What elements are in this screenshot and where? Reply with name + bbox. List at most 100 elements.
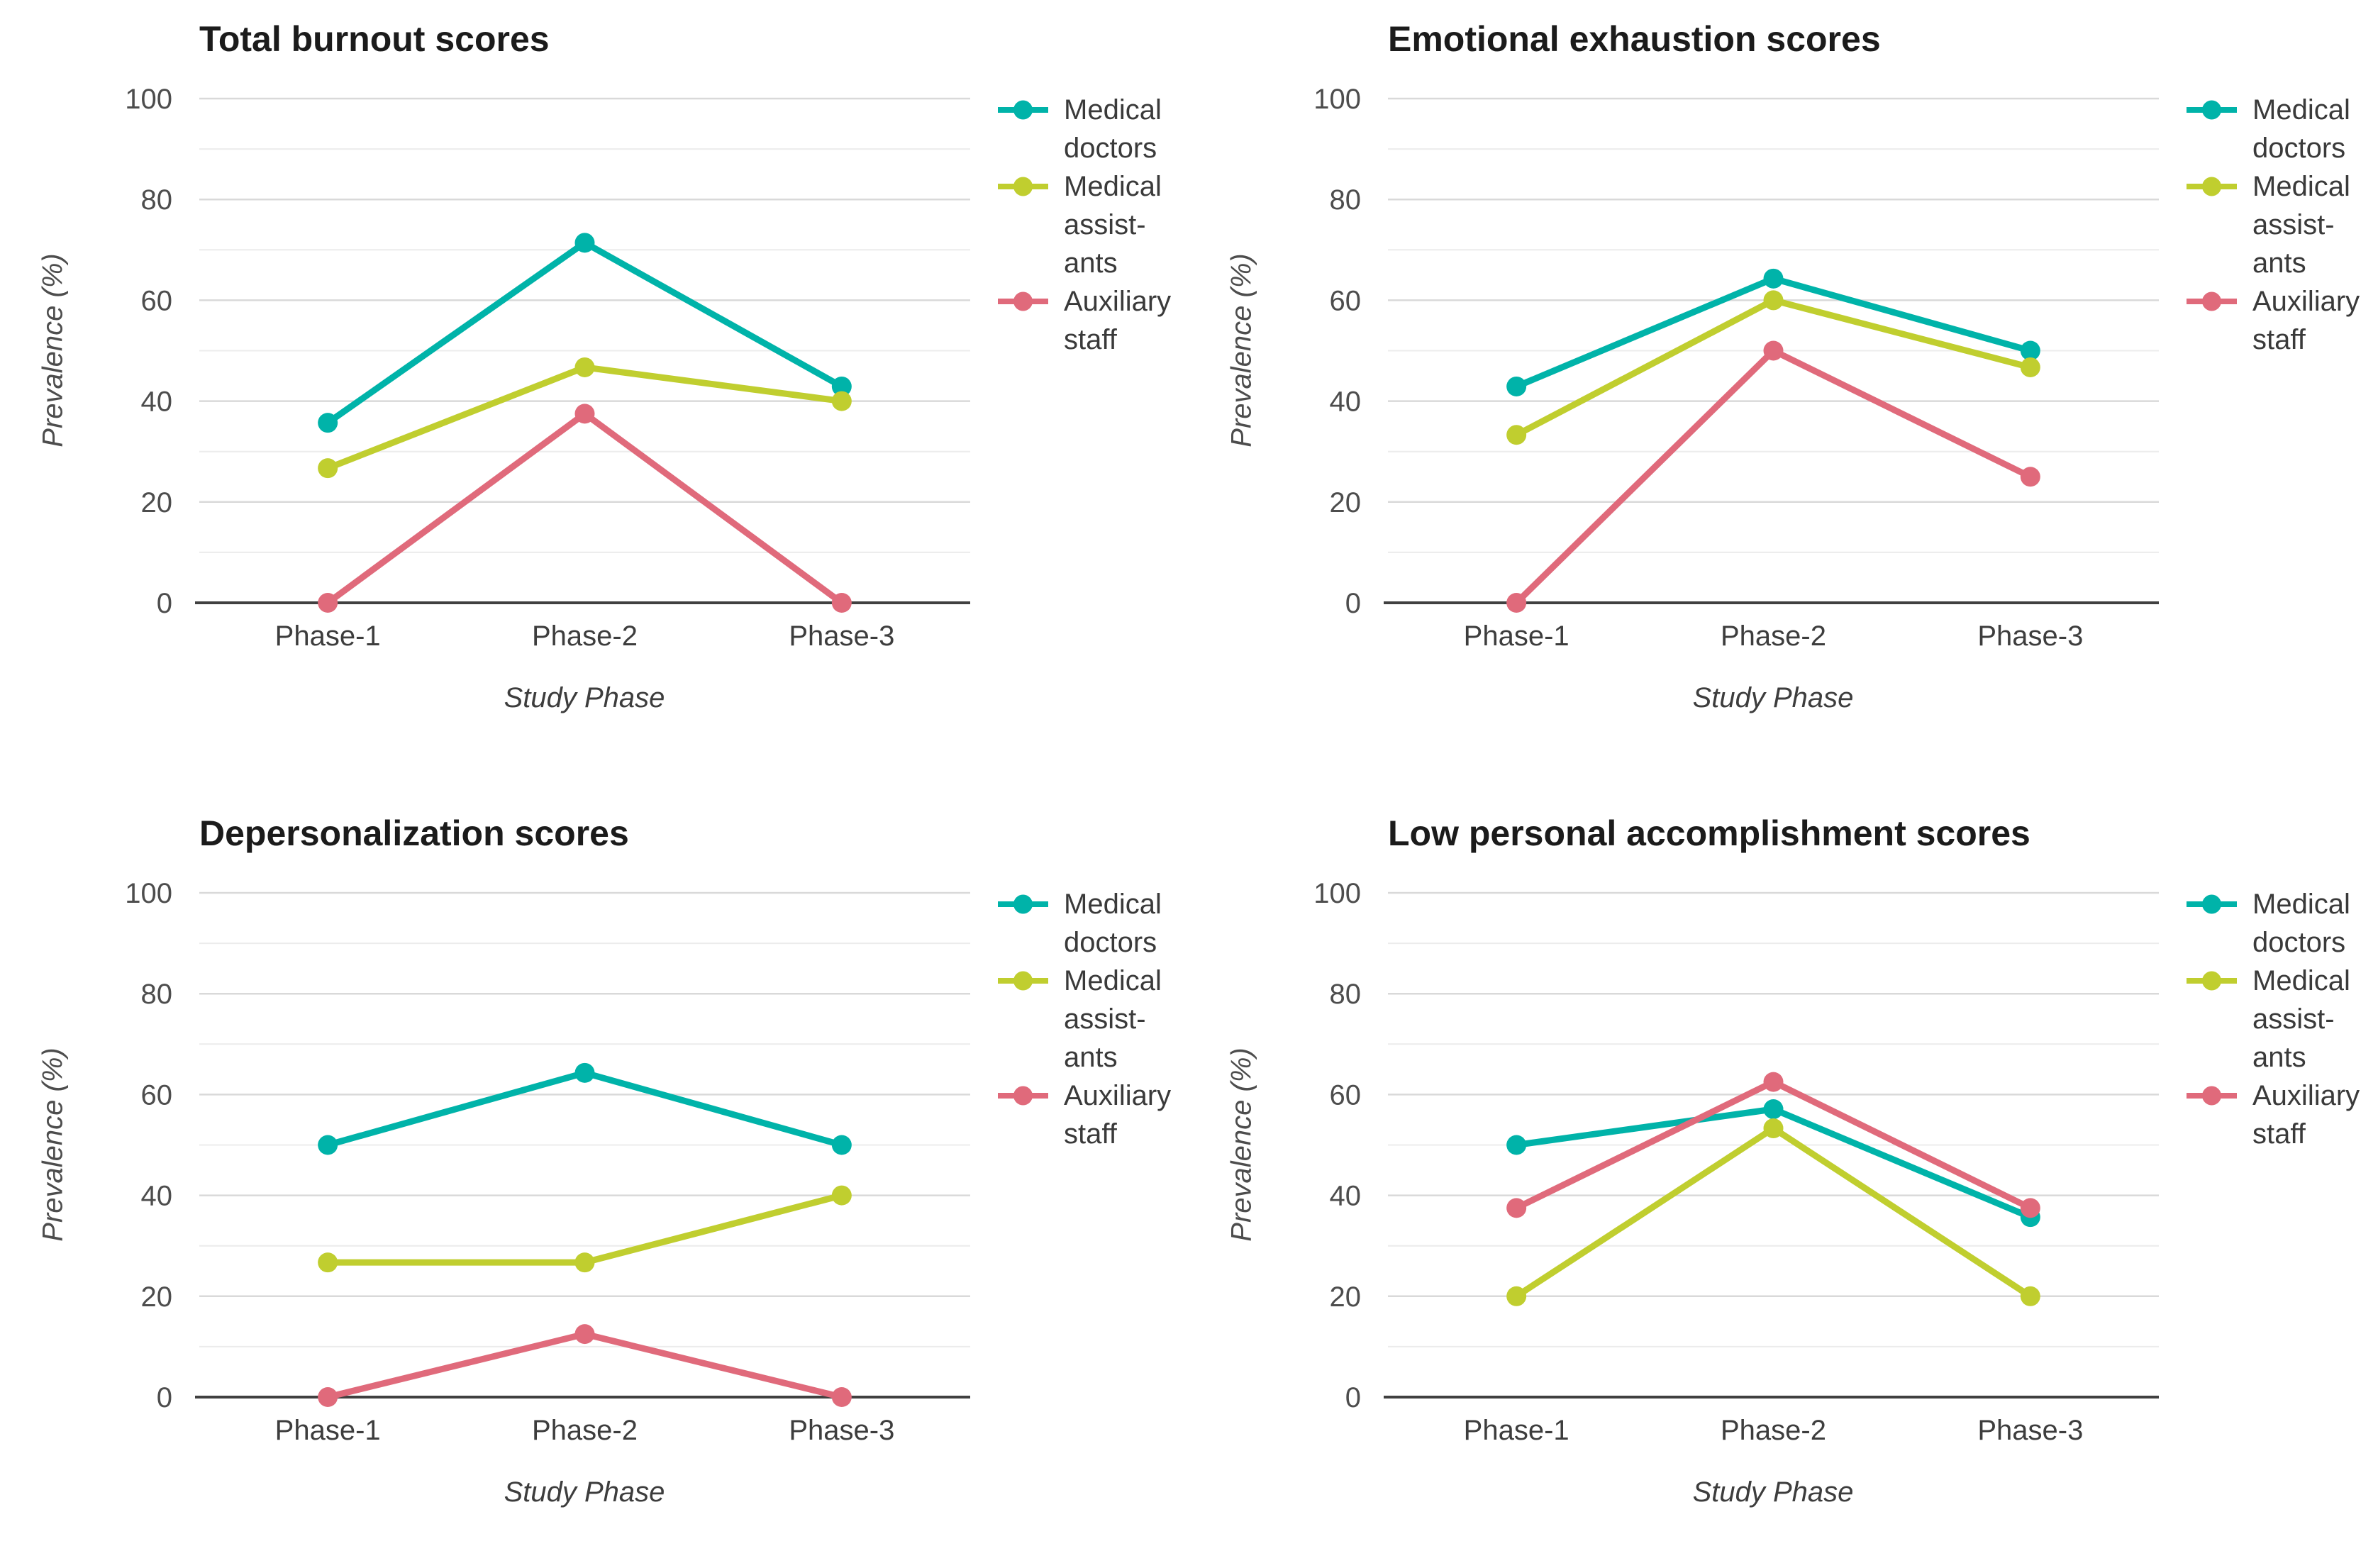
data-point-medical-assistants-phase-2: [1763, 290, 1784, 311]
legend-marker-icon: [2187, 177, 2237, 196]
data-point-auxiliary-staff-phase-1: [318, 593, 338, 613]
data-point-auxiliary-staff-phase-3: [2020, 467, 2040, 487]
legend: Medical doctors Medical assist-ants Auxiliar…: [996, 91, 1171, 359]
y-tick-label: 80: [1330, 184, 1362, 216]
legend-label-line: Auxiliary: [1064, 286, 1172, 317]
legend-label-line: ants: [2252, 248, 2306, 279]
data-point-medical-assistants-phase-1: [1506, 425, 1527, 445]
data-point-medical-doctors-phase-1: [1506, 1135, 1527, 1155]
legend-label: Auxiliary staff: [2252, 1077, 2360, 1153]
legend-label-line: Auxiliary: [2252, 1080, 2360, 1111]
legend: Medical doctors Medical assist-ants Auxiliar…: [996, 885, 1171, 1153]
legend-marker-icon: [2187, 1086, 2237, 1106]
legend-label-line: doctors: [2252, 927, 2346, 958]
legend-marker-icon: [2187, 100, 2237, 120]
x-tick-label: Phase-2: [532, 1415, 638, 1446]
legend-label: Medical doctors: [2252, 885, 2350, 962]
x-tick-label: Phase-3: [789, 621, 894, 652]
series-line-medical-doctors: [324, 1069, 845, 1148]
x-tick-label: Phase-1: [275, 621, 381, 652]
y-tick-label: 0: [1345, 1382, 1361, 1413]
legend-label-line: assist-: [1064, 209, 1146, 240]
y-tick-label: 80: [141, 184, 173, 216]
x-axis-title: Study Phase: [504, 1477, 665, 1508]
legend-marker-icon: [2187, 291, 2237, 311]
legend-label-line: Medical: [1064, 965, 1162, 996]
x-tick-label: Phase-3: [1977, 621, 2083, 652]
legend: Medical doctors Medical assist-ants Auxiliar…: [2185, 91, 2360, 359]
series-line-medical-doctors: [324, 239, 845, 426]
y-tick-label: 20: [141, 487, 173, 518]
legend-label: Medical doctors: [2252, 91, 2350, 167]
y-tick-label: 80: [141, 979, 173, 1010]
data-point-medical-assistants-phase-1: [1506, 1286, 1527, 1306]
series-line-medical-assistants: [324, 1192, 845, 1266]
y-tick-label: 0: [1345, 588, 1361, 619]
data-point-auxiliary-staff-phase-2: [1763, 1072, 1784, 1092]
y-tick-label: 60: [1330, 1079, 1362, 1111]
y-tick-label: 20: [1330, 487, 1362, 518]
legend: Medical doctors Medical assist-ants Auxiliar…: [2185, 885, 2360, 1153]
plot-area: 0 20 40 60 80 100 Phase-1 Phase-2 Phase-3: [1313, 84, 2159, 652]
legend-label-line: Medical: [2252, 889, 2350, 920]
legend-item-medical-doctors: Medical doctors: [996, 91, 1171, 167]
x-tick-label: Phase-2: [532, 621, 638, 652]
chart-panel-total-burnout: Total burnout scores Prevalence (%) 0 20 4…: [0, 0, 1189, 774]
data-point-medical-assistants-phase-1: [318, 458, 338, 479]
plot-area: 0 20 40 60 80 100 Phase-1 Phase-2 Phase-3: [1313, 878, 2159, 1446]
legend-marker-icon: [2187, 971, 2237, 991]
legend-label: Auxiliary staff: [1064, 282, 1171, 359]
legend-label-line: staff: [2252, 324, 2306, 355]
data-point-medical-assistants-phase-3: [2020, 357, 2040, 377]
legend-item-auxiliary-staff: Auxiliary staff: [2185, 1077, 2360, 1153]
y-tick-label: 40: [141, 387, 173, 418]
legend-marker-icon: [998, 291, 1048, 311]
legend-marker-icon: [998, 1086, 1048, 1106]
y-tick-label: 20: [141, 1281, 173, 1313]
legend-label-line: ants: [1064, 248, 1118, 279]
plot-area: 0 20 40 60 80 100 Phase-1 Phase-2 Phase-3: [125, 84, 970, 652]
legend-marker-icon: [2187, 894, 2237, 914]
legend-label-line: doctors: [1064, 927, 1157, 958]
legend-item-auxiliary-staff: Auxiliary staff: [996, 1077, 1171, 1153]
data-point-auxiliary-staff-phase-1: [318, 1387, 338, 1407]
x-tick-label: Phase-1: [1464, 1415, 1569, 1446]
series-line-medical-assistants: [1513, 1125, 2034, 1300]
data-point-medical-assistants-phase-3: [831, 1185, 852, 1206]
legend-label-line: Auxiliary: [1064, 1080, 1172, 1111]
legend-label: Medical assist-ants: [1064, 962, 1162, 1077]
legend-label: Auxiliary staff: [1064, 1077, 1171, 1153]
y-tick-label: 0: [157, 1382, 172, 1413]
data-point-auxiliary-staff-phase-2: [574, 404, 595, 424]
x-tick-label: Phase-1: [1464, 621, 1569, 652]
x-tick-label: Phase-2: [1721, 621, 1826, 652]
chart-inner: Depersonalization scores Prevalence (%) …: [0, 794, 1189, 1568]
chart-title: Low personal accomplishment scores: [1388, 813, 2030, 853]
legend-item-auxiliary-staff: Auxiliary staff: [2185, 282, 2360, 359]
data-point-medical-assistants-phase-3: [2020, 1286, 2040, 1306]
legend-item-medical-assistants: Medical assist-ants: [2185, 962, 2360, 1077]
legend-label-line: ants: [1064, 1042, 1118, 1073]
data-point-medical-doctors-phase-1: [1506, 376, 1527, 396]
legend-label-line: staff: [1064, 1118, 1117, 1150]
data-point-medical-doctors-phase-1: [318, 413, 338, 433]
y-tick-label: 20: [1330, 1281, 1362, 1313]
chart-panel-depersonalization: Depersonalization scores Prevalence (%) …: [0, 774, 1189, 1547]
legend-marker-icon: [998, 894, 1048, 914]
legend-label-line: assist-: [2252, 209, 2335, 240]
legend-label-line: Medical: [2252, 965, 2350, 996]
chart-inner: Low personal accomplishment scores Preva…: [1189, 794, 2377, 1568]
data-point-medical-assistants-phase-2: [574, 1252, 595, 1273]
y-tick-label: 80: [1330, 979, 1362, 1010]
legend-label-line: staff: [2252, 1118, 2306, 1150]
data-point-medical-assistants-phase-2: [574, 357, 595, 377]
legend-label: Auxiliary staff: [2252, 282, 2360, 359]
legend-label: Medical doctors: [1064, 885, 1162, 962]
legend-label-line: assist-: [1064, 1003, 1146, 1035]
data-point-auxiliary-staff-phase-3: [2020, 1198, 2040, 1218]
legend-item-medical-assistants: Medical assist-ants: [996, 962, 1171, 1077]
x-axis-title: Study Phase: [1692, 682, 1854, 713]
y-tick-label: 40: [141, 1181, 173, 1212]
x-tick-label: Phase-1: [275, 1415, 381, 1446]
legend-marker-icon: [998, 971, 1048, 991]
